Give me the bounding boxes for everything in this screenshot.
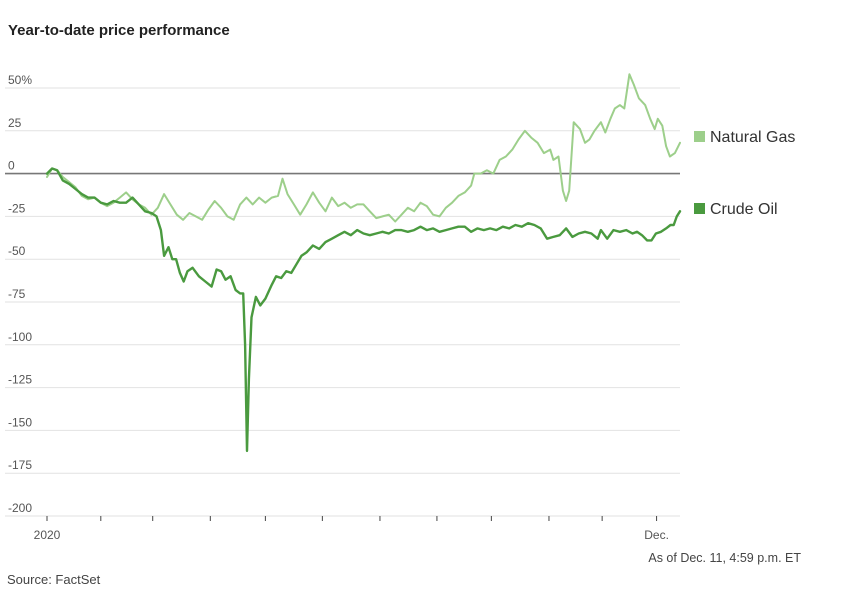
y-tick-label: 50%	[8, 73, 32, 87]
x-tick-label: 2020	[34, 528, 61, 542]
crude-oil-legend-swatch	[694, 203, 705, 214]
y-tick-label: -50	[8, 244, 26, 258]
natural-gas-line	[46, 73, 681, 223]
y-tick-label: 0	[8, 159, 15, 173]
y-tick-label: -25	[8, 201, 26, 215]
chart-title: Year-to-date price performance	[8, 22, 230, 39]
series-lines	[45, 73, 682, 453]
natural-gas-legend-label: Natural Gas	[710, 129, 795, 146]
x-tick-label: Dec.	[644, 528, 669, 542]
as-of-note: As of Dec. 11, 4:59 p.m. ET	[648, 551, 801, 565]
x-axis: 2020 Dec.	[34, 516, 669, 542]
y-tick-label: 25	[8, 116, 22, 130]
y-axis-ticks: 50% 25 0 -25 -50 -75 -100 -125 -150 -175 -200	[8, 73, 32, 515]
y-tick-label: -75	[8, 287, 26, 301]
source-note: Source: FactSet	[7, 572, 101, 587]
y-tick-label: -200	[8, 501, 32, 515]
natural-gas-legend-swatch	[694, 131, 705, 142]
y-tick-label: -150	[8, 415, 32, 429]
y-tick-label: -100	[8, 330, 32, 344]
legend: Natural Gas Crude Oil	[694, 129, 795, 218]
y-tick-label: -125	[8, 373, 32, 387]
crude-oil-line	[45, 167, 682, 453]
gridlines	[5, 87, 680, 517]
crude-oil-legend-label: Crude Oil	[710, 201, 778, 218]
y-tick-label: -175	[8, 458, 32, 472]
